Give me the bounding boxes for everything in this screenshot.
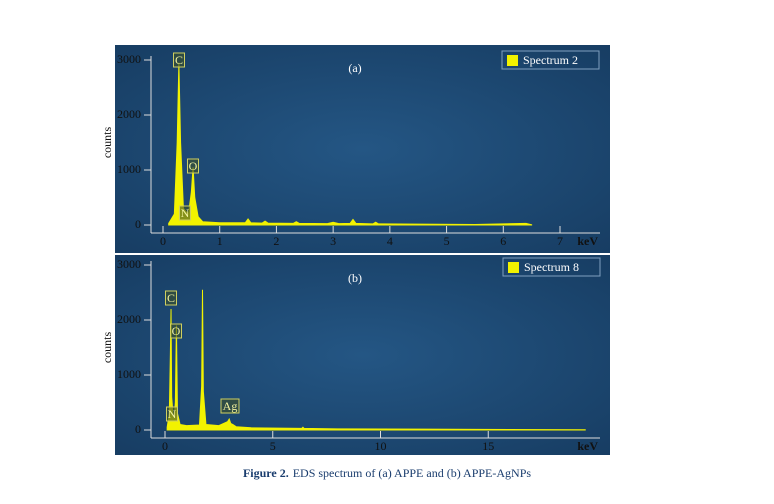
x-tick-label: 15 bbox=[482, 439, 494, 453]
y-tick-label: 2000 bbox=[117, 107, 141, 121]
x-tick-label: 3 bbox=[330, 234, 336, 248]
peak-label: Ag bbox=[223, 399, 238, 413]
legend-box bbox=[502, 257, 601, 277]
y-tick-label: 0 bbox=[135, 422, 141, 436]
x-tick-label: 0 bbox=[160, 234, 166, 248]
peak-label: N bbox=[181, 206, 190, 220]
legend-swatch bbox=[507, 55, 518, 66]
y-tick-label: 1000 bbox=[117, 162, 141, 176]
peak-label-box bbox=[220, 398, 240, 414]
caption: Figure 2. EDS spectrum of (a) APPE and (b… bbox=[0, 466, 774, 481]
x-tick-label: 0 bbox=[162, 439, 168, 453]
peak-label: N bbox=[168, 407, 177, 421]
x-tick-label: 1 bbox=[217, 234, 223, 248]
x-tick-label: 5 bbox=[444, 234, 450, 248]
peak-label-box bbox=[170, 323, 182, 339]
peak-label: C bbox=[167, 291, 175, 305]
peak-label: C bbox=[175, 53, 183, 67]
legend-swatch bbox=[508, 262, 519, 273]
y-tick-label: 1000 bbox=[117, 367, 141, 381]
peak-label-box bbox=[165, 290, 177, 306]
peak-label-box bbox=[166, 406, 178, 422]
x-axis-label: keV bbox=[577, 439, 598, 453]
x-axis-label: keV bbox=[577, 234, 598, 248]
peak-label: O bbox=[189, 159, 198, 173]
legend-label: Spectrum 8 bbox=[524, 260, 579, 274]
y-tick-label: 3000 bbox=[117, 52, 141, 66]
x-tick-label: 2 bbox=[273, 234, 279, 248]
y-axis-label: counts bbox=[100, 127, 114, 159]
legend-label: Spectrum 2 bbox=[523, 53, 578, 67]
peak-label-box bbox=[187, 158, 199, 174]
y-tick-label: 0 bbox=[135, 217, 141, 231]
peak-label-box bbox=[179, 205, 191, 221]
panel-label: (b) bbox=[348, 271, 362, 285]
caption-text: EDS spectrum of (a) APPE and (b) APPE-Ag… bbox=[292, 466, 532, 480]
panel-label: (a) bbox=[348, 61, 361, 75]
y-tick-label: 2000 bbox=[117, 312, 141, 326]
x-tick-label: 10 bbox=[375, 439, 387, 453]
y-axis-label: counts bbox=[100, 332, 114, 364]
x-tick-label: 4 bbox=[387, 234, 393, 248]
x-tick-label: 6 bbox=[500, 234, 506, 248]
y-tick-label: 3000 bbox=[117, 257, 141, 271]
peak-label: O bbox=[172, 324, 181, 338]
peak-label-box bbox=[173, 52, 185, 68]
legend-box bbox=[501, 50, 600, 70]
caption-label: Figure 2. bbox=[242, 466, 289, 480]
x-tick-label: 7 bbox=[557, 234, 563, 248]
panel-background bbox=[115, 255, 610, 455]
x-tick-label: 5 bbox=[270, 439, 276, 453]
